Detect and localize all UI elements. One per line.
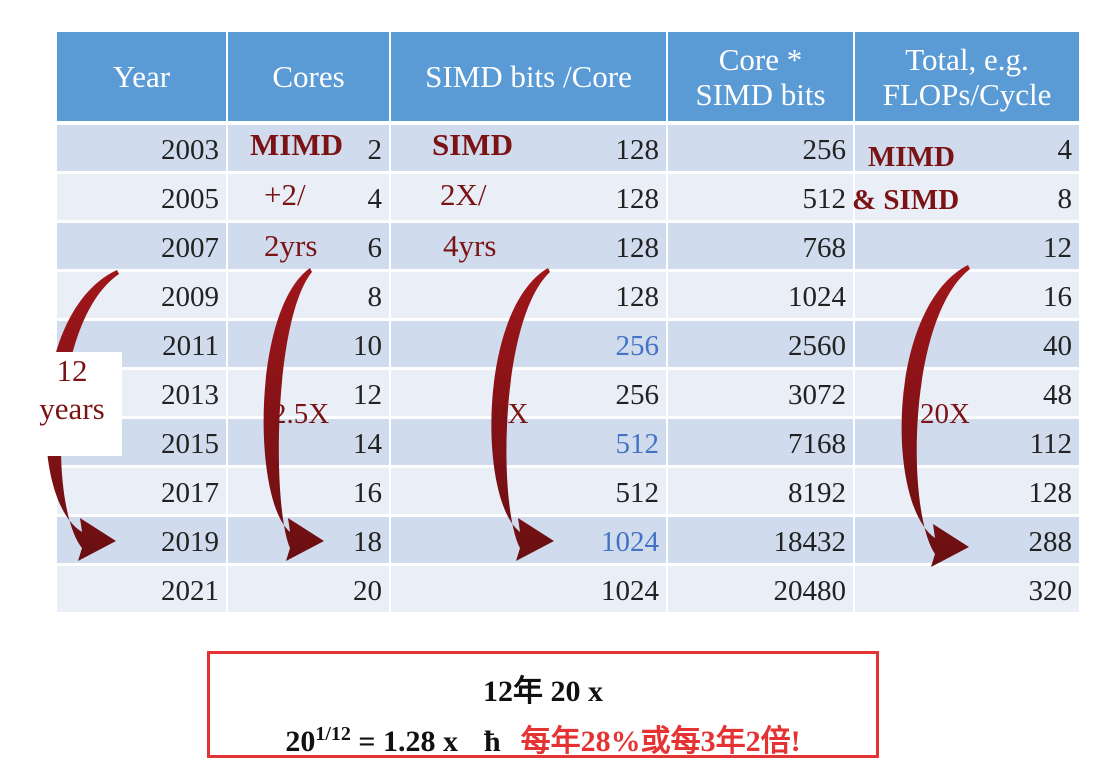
mimd-rate-line2: 2yrs	[264, 228, 318, 263]
formula-result: = 1.28 x	[350, 725, 458, 758]
cell-cores: 2	[228, 125, 391, 174]
mimd-label: MIMD	[250, 127, 343, 162]
table-row: 2019 18 1024 18432 288	[57, 517, 1079, 566]
cell-core-simd-bits: 256	[668, 125, 855, 174]
simd-growth-arrow-icon	[491, 268, 554, 561]
table-body: 2003 2 128 256 4 2005 4 128 512 8 2007 6 128 768 12 200…	[57, 125, 1079, 615]
cell-cores: 16	[228, 468, 391, 517]
cell-year: 2021	[57, 566, 228, 615]
cell-simd-bits: 512	[391, 419, 668, 468]
total-growth-label: 20X	[920, 398, 970, 430]
table-row: 2003 2 128 256 4	[57, 125, 1079, 174]
cell-cores: 10	[228, 321, 391, 370]
simd-growth-label: 8X	[493, 398, 529, 430]
years-number: 12	[56, 353, 88, 388]
table-row: 2017 16 512 8192 128	[57, 468, 1079, 517]
simd-label: SIMD	[432, 127, 513, 162]
cell-core-simd-bits: 2560	[668, 321, 855, 370]
header-year: Year	[57, 32, 228, 125]
cell-core-simd-bits: 18432	[668, 517, 855, 566]
simd-rate-line1: 2X/	[440, 177, 487, 212]
h-bar-symbol: ħ	[483, 725, 501, 758]
cell-total: 40	[855, 321, 1079, 370]
cell-total: 288	[855, 517, 1079, 566]
cell-simd-bits: 1024	[391, 566, 668, 615]
cell-core-simd-bits: 1024	[668, 272, 855, 321]
cell-core-simd-bits: 20480	[668, 566, 855, 615]
mimd-rate-line1: +2/	[264, 177, 306, 212]
cell-cores: 14	[228, 419, 391, 468]
years-word: years	[39, 391, 105, 426]
cell-total: 16	[855, 272, 1079, 321]
summary-formula: 201/12 = 1.28 x ħ 每年28%或每3年2倍!	[210, 716, 876, 760]
table-row: 2015 14 512 7168 112	[57, 419, 1079, 468]
cell-core-simd-bits: 512	[668, 174, 855, 223]
summary-headline: 12年 20 x	[483, 675, 603, 708]
cell-simd-bits: 512	[391, 468, 668, 517]
table-row: 2013 12 256 3072 48	[57, 370, 1079, 419]
cell-simd-bits: 128	[391, 174, 668, 223]
header-core-times-simd-bits: Core * SIMD bits	[668, 32, 855, 125]
cell-cores: 8	[228, 272, 391, 321]
total-growth-arrow-icon	[901, 265, 970, 567]
cell-simd-bits: 256	[391, 370, 668, 419]
cell-cores: 20	[228, 566, 391, 615]
header-simd-bits-per-core: SIMD bits /Core	[391, 32, 668, 125]
header-cores: Cores	[228, 32, 391, 125]
cell-simd-bits: 128	[391, 125, 668, 174]
cell-cores: 4	[228, 174, 391, 223]
cell-total: 128	[855, 468, 1079, 517]
table-header-row: Year Cores SIMD bits /Core Core * SIMD bits…	[57, 32, 1079, 125]
cell-core-simd-bits: 768	[668, 223, 855, 272]
formula-exponent: 1/12	[315, 723, 351, 745]
simd-rate-line2: 4yrs	[443, 228, 497, 263]
cell-core-simd-bits: 3072	[668, 370, 855, 419]
cell-total: 112	[855, 419, 1079, 468]
cell-total: 48	[855, 370, 1079, 419]
cell-year: 2003	[57, 125, 228, 174]
cell-total: 4	[855, 125, 1079, 174]
cell-simd-bits: 256	[391, 321, 668, 370]
mimd-simd-label-line2: & SIMD	[852, 184, 960, 216]
cell-year: 2005	[57, 174, 228, 223]
summary-conclusion: 每年28%或每3年2倍!	[520, 725, 801, 758]
cell-total: 8	[855, 174, 1079, 223]
cell-cores: 12	[228, 370, 391, 419]
cell-total: 320	[855, 566, 1079, 615]
mimd-simd-label-line1: MIMD	[868, 141, 955, 173]
header-total-flops-per-cycle: Total, e.g. FLOPs/Cycle	[855, 32, 1079, 125]
cores-growth-label: 2.5X	[272, 398, 330, 430]
cell-year: 2017	[57, 468, 228, 517]
years-label-box: 12 years	[22, 352, 122, 456]
growth-table-container: Year Cores SIMD bits /Core Core * SIMD bits…	[57, 32, 1079, 625]
cell-cores: 18	[228, 517, 391, 566]
summary-box: 12年 20 x 201/12 = 1.28 x ħ 每年28%或每3年2倍!	[207, 651, 879, 758]
growth-table: Year Cores SIMD bits /Core Core * SIMD bits…	[57, 32, 1079, 615]
cell-core-simd-bits: 8192	[668, 468, 855, 517]
formula-base: 20	[285, 725, 316, 758]
years-arrow-icon	[45, 270, 119, 561]
cell-year: 2007	[57, 223, 228, 272]
table-row: 2021 20 1024 20480 320	[57, 566, 1079, 615]
cell-simd-bits: 128	[391, 223, 668, 272]
cell-core-simd-bits: 7168	[668, 419, 855, 468]
table-row: 2005 4 128 512 8	[57, 174, 1079, 223]
cores-growth-arrow-icon	[263, 268, 324, 561]
